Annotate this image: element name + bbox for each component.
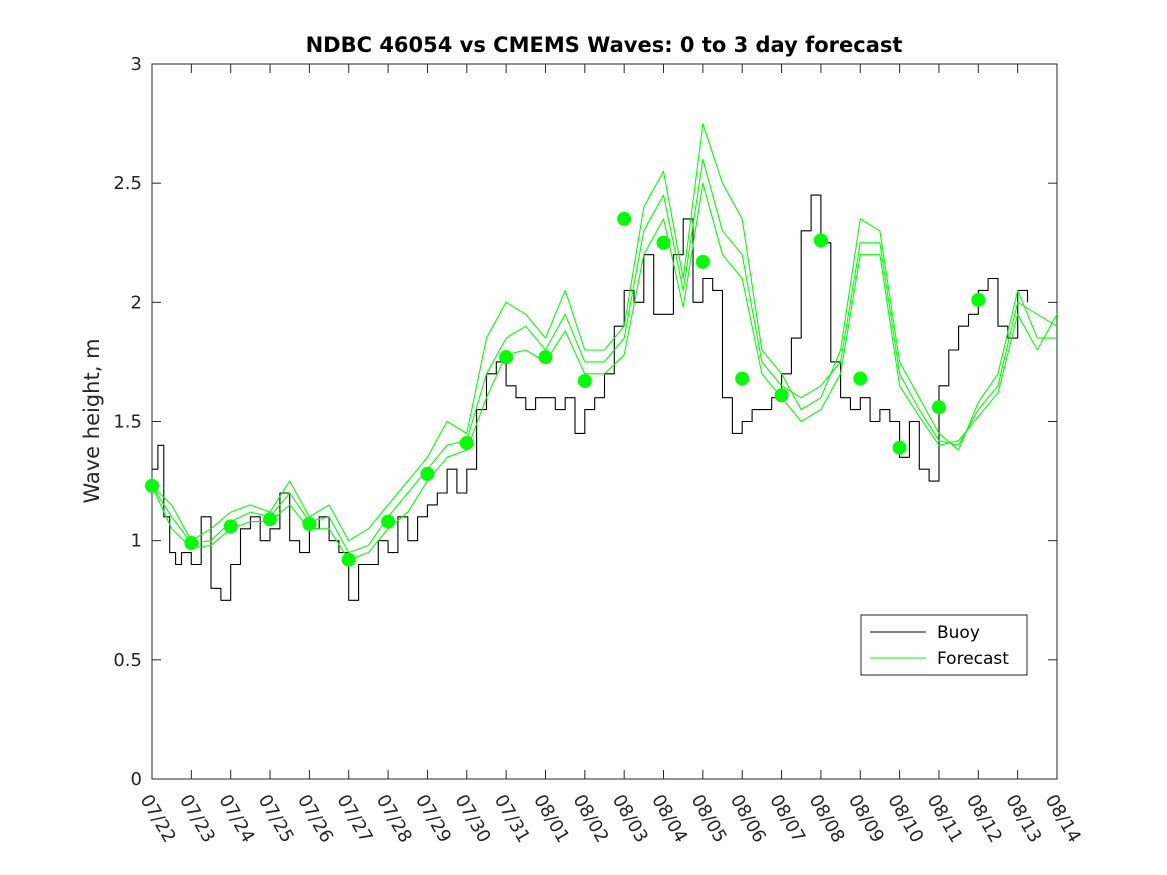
plot-area: 00.511.522.53 07/2207/2307/2407/2507/260…	[113, 54, 1084, 846]
y-axis-label: Wave height, m	[80, 338, 104, 503]
y-tick-label: 3	[131, 54, 142, 75]
forecast-marker	[538, 350, 553, 365]
forecast-marker	[263, 512, 278, 527]
forecast-marker	[656, 235, 671, 250]
forecast-marker	[892, 440, 907, 455]
y-tick-label: 2.5	[113, 173, 142, 194]
forecast-marker	[735, 371, 750, 386]
forecast-marker	[695, 254, 710, 269]
chart-title: NDBC 46054 vs CMEMS Waves: 0 to 3 day fo…	[306, 33, 903, 57]
forecast-marker	[577, 373, 592, 388]
legend-box	[860, 614, 1028, 676]
y-axis: 0 0.5 1 1.5 2 2.5 3	[113, 54, 1057, 790]
y-tick-label: 0	[131, 769, 142, 790]
forecast-marker	[971, 292, 986, 307]
forecast-marker	[499, 350, 514, 365]
series-layer	[151, 123, 1058, 601]
forecast-marker	[302, 516, 317, 531]
forecast-marker	[341, 552, 356, 567]
legend-buoy-label: Buoy	[937, 623, 980, 643]
y-tick-label: 1.5	[113, 412, 142, 433]
forecast-marker	[617, 211, 632, 226]
forecast-marker	[853, 371, 868, 386]
y-tick-label: 0.5	[113, 650, 142, 671]
forecast-marker	[145, 478, 159, 493]
forecast-marker	[774, 388, 789, 403]
forecast-marker	[931, 400, 946, 415]
forecast-marker	[813, 233, 828, 248]
forecast-series-line	[151, 158, 1058, 554]
forecast-marker	[381, 514, 396, 529]
legend: Buoy Forecast	[860, 614, 1028, 676]
forecast-marker	[459, 435, 474, 450]
y-tick-label: 1	[131, 531, 142, 552]
marker-layer	[145, 211, 986, 567]
y-tick-label: 2	[131, 292, 142, 313]
forecast-series-line	[151, 123, 1057, 542]
legend-forecast-label: Forecast	[937, 649, 1009, 669]
forecast-marker	[223, 519, 238, 534]
forecast-series-line	[151, 182, 1058, 561]
forecast-marker	[184, 536, 199, 551]
forecast-marker	[420, 466, 435, 481]
